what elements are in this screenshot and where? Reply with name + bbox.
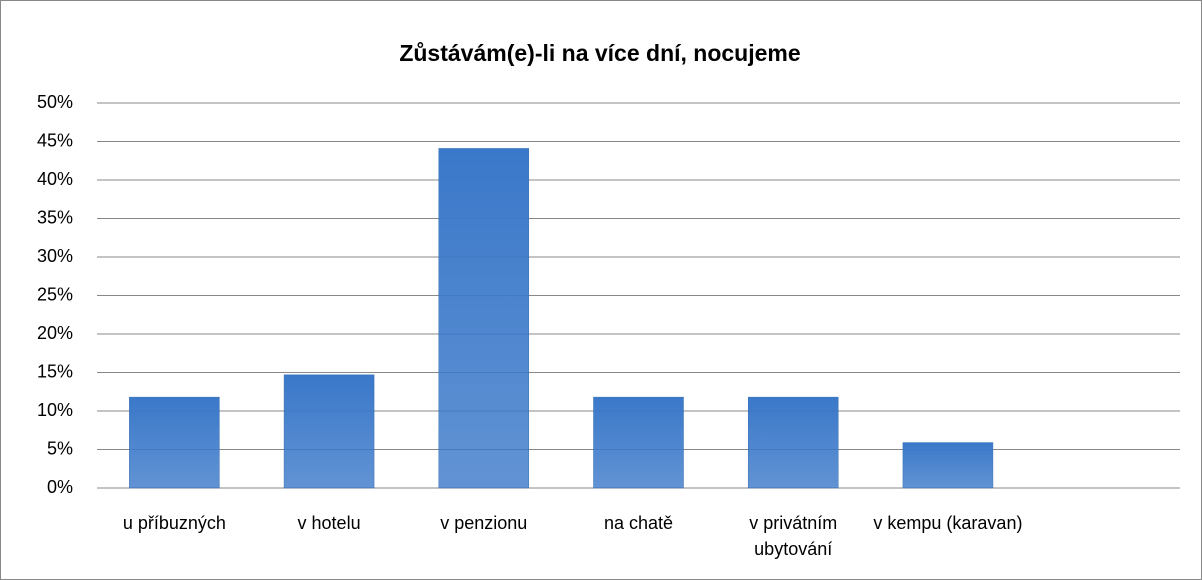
y-tick-label: 15% [37, 361, 73, 381]
y-tick-label: 30% [37, 246, 73, 266]
x-tick-label: v penzionu [440, 513, 528, 533]
bar [283, 374, 375, 489]
y-tick-label: 35% [37, 207, 73, 227]
y-tick-label: 25% [37, 284, 73, 304]
y-tick-label: 20% [37, 323, 73, 343]
bar [438, 148, 530, 489]
chart-title: Zůstávám(e)-li na více dní, nocujeme [399, 40, 800, 66]
bar [902, 442, 994, 489]
x-tick-label: v hotelu [297, 513, 361, 533]
x-tick-label: v kempu (karavan) [873, 513, 1023, 533]
x-tick-label: u příbuzných [122, 513, 226, 533]
bar [747, 396, 839, 489]
y-tick-label: 0% [47, 477, 73, 497]
y-tick-label: 40% [37, 169, 73, 189]
bar [593, 396, 684, 489]
x-tick-label: v privátním ubytování [749, 513, 838, 559]
bar [129, 396, 220, 489]
x-tick-label: na chatě [603, 513, 674, 533]
y-tick-label: 10% [37, 400, 73, 420]
y-tick-label: 45% [37, 130, 73, 150]
y-tick-label: 5% [47, 438, 73, 458]
y-tick-label: 50% [37, 92, 73, 112]
